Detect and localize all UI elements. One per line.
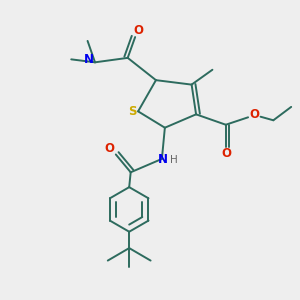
- Text: S: S: [128, 106, 137, 118]
- Text: O: O: [134, 24, 144, 37]
- Text: O: O: [105, 142, 115, 155]
- Text: N: N: [83, 53, 94, 66]
- Text: O: O: [250, 108, 260, 122]
- Text: H: H: [170, 154, 178, 164]
- Text: N: N: [158, 153, 168, 166]
- Text: O: O: [221, 147, 231, 161]
